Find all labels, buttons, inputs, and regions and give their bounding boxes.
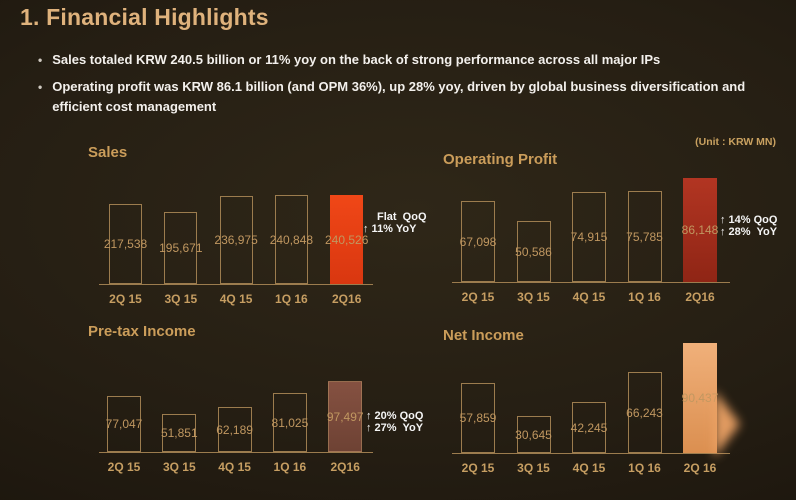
bar-value-label: 62,189	[216, 422, 253, 437]
bar-value-label: 66,243	[626, 405, 663, 420]
highlight-bar-2q16: 86,148	[681, 178, 719, 282]
category-label: 2Q 15	[461, 290, 495, 304]
bar-value-label: 81,025	[271, 415, 309, 430]
highlights-list: Sales totaled KRW 240.5 billion or 11% y…	[38, 50, 762, 124]
bar-value-label: 240,848	[269, 232, 314, 247]
category-label: 4Q 15	[572, 461, 606, 475]
plot-pretax-income: 77,047 2Q 15 51,851 3Q 15 62,189 4Q 15 81,025 1…	[99, 332, 373, 474]
category-label: 2Q 15	[109, 292, 142, 306]
bar-value-label: 77,047	[105, 417, 143, 431]
bar-value-label: 236,975	[214, 233, 258, 247]
annotation-line: ↑ 20% QoQ	[366, 410, 424, 422]
category-label: 2Q 15	[107, 460, 141, 474]
unit-label: (Unit : KRW MN)	[695, 136, 776, 148]
annotation-pretax-income: ↑ 20% QoQ ↑ 27% YoY	[366, 410, 424, 434]
category-label: 4Q 15	[219, 292, 253, 306]
bar-1q16: 75,785	[626, 191, 663, 282]
bar-1q16: 66,243	[626, 372, 663, 453]
bar-2q15: 67,098	[459, 201, 497, 282]
category-label: 4Q 15	[218, 460, 251, 474]
bullet-item: Sales totaled KRW 240.5 billion or 11% y…	[38, 50, 762, 70]
bar-value-label: 75,785	[626, 229, 663, 244]
plot-net-income: 57,859 2Q 15 30,645 3Q 15 42,245 4Q 15 66,243 1…	[452, 333, 730, 475]
bar-value-label: 74,915	[570, 230, 608, 244]
bar-4q15: 42,245	[570, 402, 608, 453]
category-label: 2Q 16	[683, 461, 717, 475]
category-label: 4Q 15	[572, 290, 606, 304]
chart-title-operating-profit: Operating Profit	[443, 151, 558, 168]
bar-value-label: 217,538	[103, 237, 148, 251]
chart-title-pretax-income: Pre-tax Income	[88, 323, 196, 340]
category-label: 1Q 16	[273, 460, 307, 474]
bar-value-label: 240,526	[325, 232, 369, 247]
bar-value-label: 86,148	[681, 223, 719, 237]
category-label: 3Q 15	[164, 292, 198, 306]
bar-4q15: 62,189	[216, 407, 253, 452]
plot-sales: 217,538 2Q 15 195,671 3Q 15 236,975 4Q 15 240,…	[99, 164, 373, 306]
bar-4q15: 74,915	[570, 192, 608, 282]
chart-title-net-income: Net Income	[443, 327, 524, 344]
plot-operating-profit: 67,098 2Q 15 50,586 3Q 15 74,915 4Q 15 75,785 1…	[452, 162, 730, 304]
bar-value-label: 57,859	[459, 411, 497, 425]
bar-1q16: 240,848	[270, 195, 313, 284]
net-income-arrow-icon	[714, 390, 740, 458]
bullet-item: Operating profit was KRW 86.1 billion (a…	[38, 77, 762, 117]
bar-3q15: 51,851	[160, 414, 198, 452]
bar-value-label: 50,586	[515, 244, 552, 259]
highlight-bar-2q16: 90,437	[681, 343, 719, 453]
category-label: 3Q 15	[517, 290, 550, 304]
bar-value-label: 195,671	[159, 241, 203, 255]
category-label: 1Q 16	[628, 290, 661, 304]
page-title: 1. Financial Highlights	[20, 4, 269, 30]
bar-2q15: 217,538	[104, 204, 147, 284]
category-label: 3Q 15	[162, 460, 196, 474]
bar-3q15: 195,671	[159, 212, 203, 284]
annotation-line: ↑ 27% YoY	[366, 421, 424, 434]
bar-1q16: 81,025	[271, 393, 309, 452]
annotation-sales: Flat QoQ ↑ 11% YoY	[363, 211, 427, 235]
bar-2q15: 57,859	[459, 383, 497, 453]
annotation-operating-profit: ↑ 14% QoQ ↑ 28% YoY	[720, 214, 778, 238]
chart-title-sales: Sales	[88, 144, 128, 161]
bar-value-label: 67,098	[459, 234, 497, 249]
bar-value-label: 42,245	[570, 420, 608, 435]
category-label: 2Q16	[685, 290, 715, 304]
annotation-line: Flat QoQ	[377, 211, 427, 223]
annotation-line: ↑ 11% YoY	[363, 222, 417, 235]
bar-3q15: 50,586	[515, 221, 552, 282]
annotation-line: ↑ 28% YoY	[720, 225, 778, 238]
bar-3q15: 30,645	[515, 416, 552, 453]
highlight-bar-2q16: 240,526	[325, 195, 368, 284]
category-label: 1Q 16	[275, 292, 308, 306]
bar-value-label: 90,437	[681, 391, 719, 405]
bar-4q15: 236,975	[214, 196, 258, 284]
bar-value-label: 51,851	[160, 426, 198, 440]
category-label: 2Q16	[332, 292, 362, 306]
bar-value-label: 30,645	[515, 427, 552, 442]
category-label: 1Q 16	[628, 461, 661, 475]
bar-2q15: 77,047	[105, 396, 143, 452]
bar-value-label: 97,497	[326, 409, 364, 424]
highlight-bar-2q16: 97,497	[326, 381, 364, 452]
category-label: 3Q 15	[517, 461, 550, 475]
category-label: 2Q 15	[461, 461, 495, 475]
annotation-line: ↑ 14% QoQ	[720, 214, 778, 226]
category-label: 2Q16	[330, 460, 360, 474]
